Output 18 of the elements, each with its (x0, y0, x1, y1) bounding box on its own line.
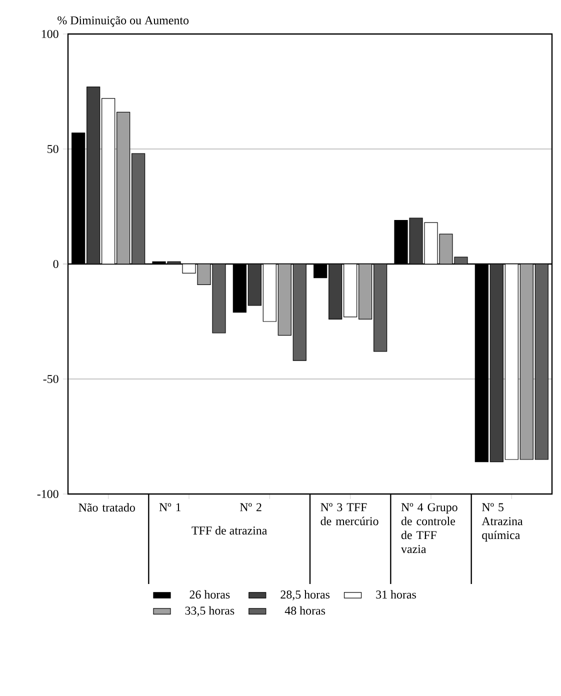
legend-label: 48 horas (284, 606, 326, 615)
x-tick-label: Nº 1 (159, 503, 181, 512)
y-tick-label: -50 (43, 374, 58, 384)
legend-label: 33,5 horas (185, 606, 234, 616)
y-tick-label: 0 (53, 260, 58, 268)
x-tick-label: Nº 3 TFF de mercúrio (320, 503, 378, 526)
x-tick-label: Nº 5 Atrazina química (482, 503, 523, 542)
y-axis-title: % Diminuição ou Aumento (58, 16, 189, 27)
y-tick-label: 100 (42, 30, 58, 38)
text: TFF de atrazina (192, 526, 268, 535)
x-tick-label: Nº 4 Grupo de controle de TFF vazia (400, 503, 458, 554)
legend-label: 26 horas (190, 590, 230, 599)
y-tick-label: 50 (48, 144, 58, 154)
x-tick-label: Não tratado (78, 503, 135, 512)
legend-label: 31 horas (376, 590, 416, 599)
y-tick-label: -100 (37, 490, 58, 498)
x-tick-label: Nº 2 (240, 503, 262, 512)
legend-label: 28,5 horas (280, 590, 330, 600)
